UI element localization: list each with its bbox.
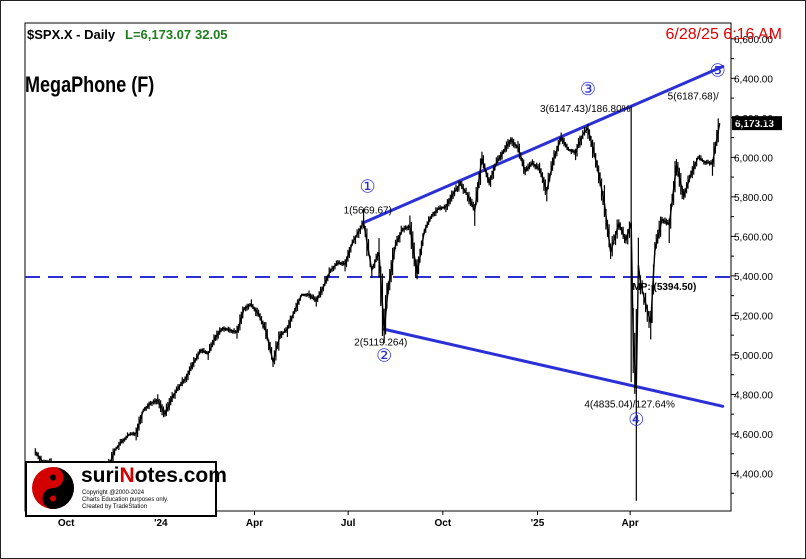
y-tick-label: 5,800.00	[734, 193, 773, 204]
mp-level-label: MP: (5394.50)	[632, 282, 696, 293]
lower-megaphone-line	[382, 327, 725, 408]
y-tick-label: 6,600.00	[734, 35, 773, 46]
last-value-badge-bg	[732, 116, 782, 131]
net-change-label: 32.05	[195, 27, 228, 42]
wave-2-value-label: 2(5119.264)	[354, 337, 407, 348]
y-tick-label: 5,400.00	[734, 272, 773, 283]
y-tick-label: 5,200.00	[734, 311, 773, 322]
wave-4-value-label: 4(4835.04)/127.64%	[584, 400, 675, 411]
logo-name-highlight: N	[119, 464, 135, 487]
logo-wordmark: suriNotes.com	[81, 464, 227, 488]
symbol-label: $SPX.X - Daily	[27, 27, 116, 42]
wave-1-mark: ①	[360, 177, 376, 198]
logo-credit: Created by TradeStation	[82, 504, 148, 510]
wave-4-mark: ④	[628, 410, 644, 431]
x-tick-label: Apr	[246, 518, 263, 529]
y-tick-label: 5,000.00	[734, 351, 773, 362]
wave-3-value-label: 3(6147.43)/186.80%	[540, 104, 631, 115]
x-tick-label: Oct	[58, 518, 75, 529]
yin-yang-icon	[32, 467, 74, 509]
surinotes-logo: suriNotes.com Copyright @2000-2024 Chart…	[25, 461, 227, 517]
x-tick-label: Jul	[341, 518, 356, 529]
trendlines	[25, 64, 731, 408]
logo-name-prefix: suri	[81, 464, 120, 487]
x-tick-label: Oct	[435, 518, 452, 529]
y-tick-label: 6,000.00	[734, 153, 773, 164]
upper-megaphone-line	[362, 64, 725, 225]
wave-2-mark: ②	[376, 345, 392, 366]
y-tick-label: 4,400.00	[734, 469, 773, 480]
wave-5-value-label: 5(6187.68)/	[668, 91, 719, 102]
wave-1-value-label: 1(5669.67)	[344, 206, 392, 217]
wave-labels: ① 1(5669.67) ②2(5119.264) ③ 3(6147.43)/186.8…	[344, 60, 726, 430]
x-axis: Oct '24 Apr Jul Oct '25 Apr	[58, 511, 639, 529]
timestamp-label: 6/28/25 6:16 AM	[665, 26, 782, 43]
last-price-label: L=6,173.07	[125, 27, 192, 42]
last-value-badge: 6,173.13	[732, 116, 782, 131]
x-tick-label: '25	[531, 518, 545, 529]
y-tick-label: 4,800.00	[734, 390, 773, 401]
wave-5-mark: ⑤	[710, 60, 726, 81]
y-tick-label: 6,200.00	[734, 114, 773, 125]
logo-disclaimer: Charts Education purposes only.	[82, 497, 169, 503]
x-tick-label: '24	[154, 518, 168, 529]
x-tick-label: Apr	[622, 518, 639, 529]
logo-name-suffix: otes.com	[134, 464, 227, 487]
logo-copyright: Copyright @2000-2024	[82, 490, 145, 496]
pattern-title: MegaPhone (F)	[25, 72, 155, 97]
y-tick-label: 4,600.00	[734, 430, 773, 441]
y-tick-label: 6,400.00	[734, 74, 773, 85]
y-axis: 4,400.00 4,600.00 4,800.00 5,000.00 5,200.00…	[731, 35, 773, 494]
last-value-label: 6,173.13	[735, 119, 774, 130]
wave-3-mark: ③	[580, 79, 596, 100]
price-series: 6,173.13	[34, 106, 782, 512]
y-tick-label: 5,600.00	[734, 232, 773, 243]
price-line	[34, 123, 721, 512]
plot-area-border	[24, 22, 732, 512]
